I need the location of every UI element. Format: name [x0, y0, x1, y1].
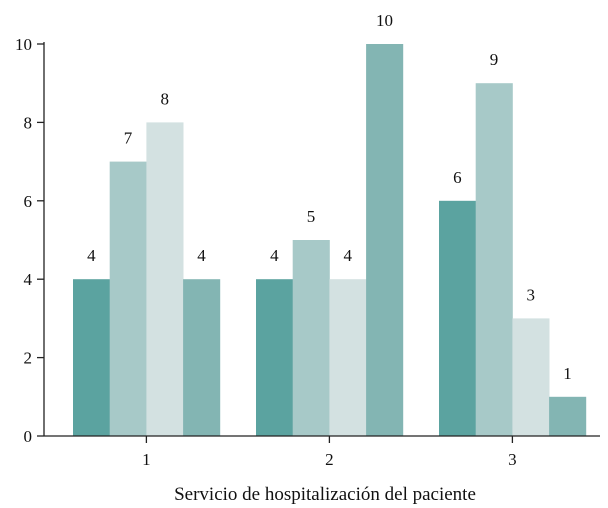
- bar-value-label: 8: [161, 89, 170, 108]
- y-ticks-group: 0 2 4 6 8 10: [15, 35, 44, 446]
- y-tick-label: 0: [24, 427, 33, 446]
- bar-value-label: 4: [197, 246, 206, 265]
- bar: [475, 83, 513, 436]
- bar: [183, 279, 221, 436]
- bar-value-label: 3: [527, 285, 536, 304]
- x-axis-label: Servicio de hospitalización del paciente: [174, 484, 476, 505]
- bar: [512, 318, 550, 436]
- bar-value-label: 4: [87, 246, 96, 265]
- y-tick-label: 10: [15, 35, 32, 54]
- bar: [329, 279, 367, 436]
- bars-group: [73, 44, 587, 437]
- bar: [549, 396, 587, 436]
- bar: [109, 161, 147, 436]
- x-tick-label: 2: [325, 450, 334, 469]
- y-tick-label: 8: [24, 113, 33, 132]
- bar-value-label: 1: [563, 364, 572, 383]
- bar-value-label: 9: [490, 50, 499, 69]
- y-tick-label: 6: [24, 192, 33, 211]
- bar-value-label: 4: [270, 246, 279, 265]
- x-tick-label: 1: [142, 450, 151, 469]
- bar-value-label: 10: [376, 11, 393, 30]
- y-tick-label: 4: [24, 270, 33, 289]
- bar: [366, 44, 404, 436]
- value-labels-group: 4 7 8 4 4 5 4 10 6 9 3 1: [87, 11, 572, 383]
- bar-value-label: 7: [124, 129, 133, 148]
- bar-value-label: 5: [307, 207, 316, 226]
- x-ticks-group: 1 2 3: [142, 436, 517, 469]
- bar: [256, 279, 294, 436]
- bar: [146, 122, 184, 437]
- y-tick-label: 2: [24, 349, 33, 368]
- bar-value-label: 4: [344, 246, 353, 265]
- bar: [439, 200, 477, 436]
- bar-value-label: 6: [453, 168, 462, 187]
- bar: [292, 240, 330, 436]
- x-tick-label: 3: [508, 450, 517, 469]
- bar: [73, 279, 111, 436]
